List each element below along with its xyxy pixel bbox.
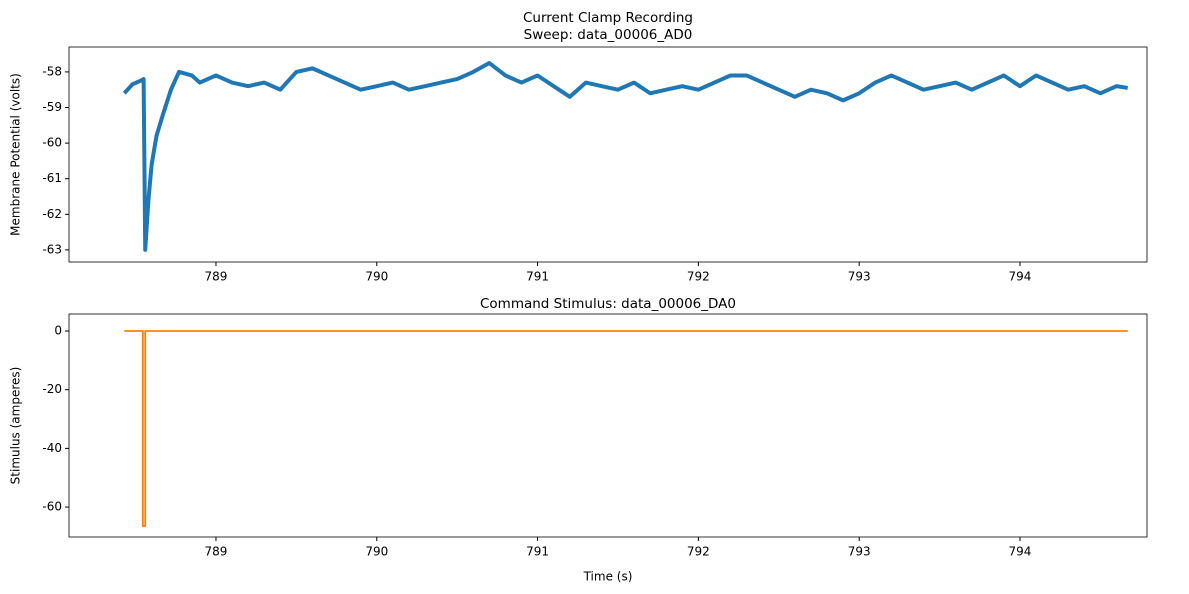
- x-tick-label: 791: [526, 270, 549, 284]
- data-line: [124, 330, 1128, 528]
- y-tick-label: -60: [42, 500, 62, 514]
- x-tick-label: 794: [1009, 270, 1032, 284]
- y-tick-label: -40: [42, 441, 62, 455]
- chart-title: Current Clamp Recording: [523, 10, 693, 26]
- x-tick-label: 793: [848, 270, 871, 284]
- x-tick-label: 790: [365, 270, 388, 284]
- y-tick-label: -63: [42, 242, 62, 256]
- x-tick-label: 793: [848, 545, 871, 559]
- data-line: [122, 61, 1129, 252]
- x-tick-label: 792: [687, 545, 710, 559]
- y-axis-label: Stimulus (amperes): [9, 367, 23, 485]
- chart-subtitle: Sweep: data_00006_AD0: [524, 27, 693, 43]
- y-tick-label: -60: [42, 136, 62, 150]
- y-tick-label: 0: [54, 324, 62, 338]
- chart-title: Command Stimulus: data_00006_DA0: [480, 296, 736, 312]
- x-tick-label: 789: [205, 270, 228, 284]
- x-tick-label: 789: [205, 545, 228, 559]
- y-tick-label: -58: [42, 64, 62, 78]
- plot-frame: [68, 46, 1148, 263]
- x-tick-label: 791: [526, 545, 549, 559]
- x-tick-label: 790: [365, 545, 388, 559]
- y-tick-label: -61: [42, 171, 62, 185]
- x-tick-label: 794: [1009, 545, 1032, 559]
- y-axis-label: Membrane Potential (volts): [9, 73, 23, 236]
- y-tick-label: -62: [42, 207, 62, 221]
- y-tick-label: -59: [42, 100, 62, 114]
- x-axis-label: Time (s): [583, 570, 633, 584]
- y-tick-label: -20: [42, 382, 62, 396]
- plot-frame: [68, 313, 1148, 538]
- x-tick-label: 792: [687, 270, 710, 284]
